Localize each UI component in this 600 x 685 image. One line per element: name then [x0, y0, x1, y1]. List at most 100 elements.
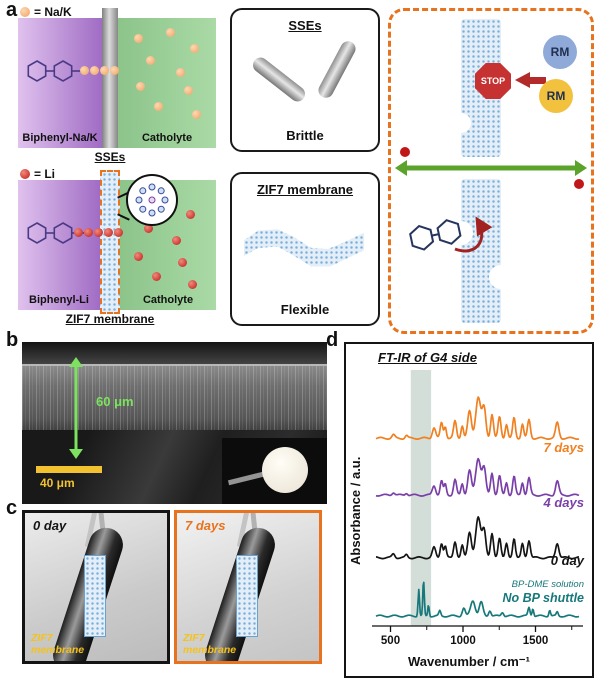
anolyte-region	[18, 180, 100, 310]
membrane-notch	[451, 113, 471, 133]
flexible-membrane-illustration	[244, 229, 364, 267]
membrane-mechanism-box: STOP RM RM	[388, 8, 594, 334]
ion-dot	[136, 82, 145, 91]
anolyte-region	[18, 18, 102, 148]
ion-dot	[192, 110, 201, 119]
panel-d-label: d	[326, 329, 339, 351]
series-label-7days: 7 days	[543, 440, 584, 455]
zif7-membrane-overlay	[84, 555, 106, 637]
catholyte-label: Catholyte	[142, 294, 194, 306]
ion-dot	[176, 68, 185, 77]
sse-separator-label: SSEs	[94, 150, 126, 164]
ion-dot	[190, 44, 199, 53]
membrane-caption: ZIF7 membrane	[31, 631, 85, 656]
arrowhead-left	[395, 160, 407, 176]
x-axis-label: Wavenumber / cm⁻¹	[408, 654, 530, 669]
scale-bar	[36, 466, 102, 473]
blocked-shuttle-arrow	[454, 216, 493, 253]
na-k-ion-icon	[20, 7, 30, 17]
ion-dot	[134, 252, 143, 261]
y-axis-label: Absorbance / a.u.	[348, 456, 363, 566]
membrane-disc	[262, 447, 308, 493]
sem-cross-section-image: 60 μm 40 μm	[22, 342, 327, 504]
day-label: 7 days	[185, 518, 226, 533]
ion-dot	[152, 272, 161, 281]
ion-dot	[144, 224, 153, 233]
scale-bar-value: 40 μm	[40, 476, 75, 490]
box-caption: Flexible	[280, 302, 330, 317]
ion-dot	[94, 228, 103, 237]
rm-blocked-arrow-tail	[530, 77, 546, 84]
panel-b-label: b	[6, 329, 19, 351]
legend-na-k: = Na/K	[20, 5, 72, 19]
membrane-disc-inset	[222, 438, 327, 504]
rm-blocked-arrowhead	[515, 72, 530, 88]
sse-brittle-box: SSEs Brittle	[230, 8, 380, 152]
redox-mediator-blue: RM	[543, 35, 577, 69]
arrowhead-right	[575, 160, 587, 176]
membrane-caption: ZIF7 membrane	[183, 631, 237, 656]
zif7-membrane-label: ZIF7 membrane	[65, 312, 155, 326]
li-ion-dot	[400, 147, 410, 157]
ftir-chart: FT-IR of G4 side Absorbance / a.u. 500 10…	[344, 342, 594, 678]
ion-dot	[90, 66, 99, 75]
ion-dot	[110, 66, 119, 75]
ion-dot	[166, 28, 175, 37]
zif7-cage-icon	[135, 183, 169, 217]
zif7-membrane-overlay	[236, 555, 258, 637]
zif7-membrane-bar	[100, 170, 120, 314]
thickness-arrow	[69, 357, 83, 459]
ion-dot	[146, 56, 155, 65]
tweezers-icon	[227, 471, 265, 486]
anode-label: Biphenyl-Li	[29, 294, 89, 306]
ion-dot	[154, 102, 163, 111]
ion-dot	[184, 86, 193, 95]
cell-li-schematic: = Li Biphenyl	[18, 167, 216, 326]
zif7-structure-magnifier	[126, 174, 178, 226]
li-ion-dot	[574, 179, 584, 189]
ion-dot	[100, 66, 109, 75]
ion-dot	[172, 236, 181, 245]
catholyte-label: Catholyte	[141, 132, 193, 144]
panel-c-label: c	[6, 497, 18, 519]
sem-membrane-texture	[22, 364, 327, 432]
membrane-notch	[489, 265, 513, 289]
biphenyl-molecule-icon	[409, 219, 462, 251]
ion-dot	[134, 34, 143, 43]
sse-separator-bar	[102, 8, 118, 148]
day-label: 0 day	[33, 518, 67, 533]
ion-dot	[114, 228, 123, 237]
ion-dot	[80, 66, 89, 75]
series-label-no-bp-shuttle: No BP shuttle	[502, 591, 584, 605]
series-label-4days: 4 days	[543, 495, 584, 510]
anode-label: Biphenyl-Na/K	[22, 132, 98, 144]
catholyte-region	[118, 18, 216, 148]
ion-dot	[84, 228, 93, 237]
stop-sign-icon: STOP	[475, 63, 511, 99]
svg-text:500: 500	[381, 635, 400, 647]
broken-rod-left	[249, 54, 309, 105]
chart-title: FT-IR of G4 side	[378, 350, 477, 365]
ion-dot	[186, 210, 195, 219]
photo-0day: 0 day ZIF7 membrane	[22, 510, 170, 664]
svg-text:1000: 1000	[450, 635, 476, 647]
ion-dot	[74, 228, 83, 237]
box-title: SSEs	[288, 18, 322, 33]
box-caption: Brittle	[286, 128, 324, 143]
legend-li: = Li	[20, 167, 55, 181]
svg-text:1500: 1500	[523, 635, 549, 647]
li-ion-icon	[20, 169, 30, 179]
ion-dot	[188, 280, 197, 289]
zif7-flexible-box: ZIF7 membrane Flexible	[230, 172, 380, 326]
photo-7days: 7 days ZIF7 membrane	[174, 510, 322, 664]
ion-dot	[178, 258, 187, 267]
series-sublabel-bpdme: BP-DME solution	[511, 579, 584, 590]
series-label-0day: 0 day	[550, 553, 584, 568]
redox-mediator-yellow: RM	[539, 79, 573, 113]
ion-dot	[104, 228, 113, 237]
biphenyl-molecule-icon	[27, 60, 84, 82]
cell-na-schematic: = Na/K Biphenyl-Na/K Catholyte SSEs	[18, 5, 216, 164]
thickness-value: 60 μm	[96, 394, 134, 409]
broken-rod-right	[315, 38, 359, 101]
